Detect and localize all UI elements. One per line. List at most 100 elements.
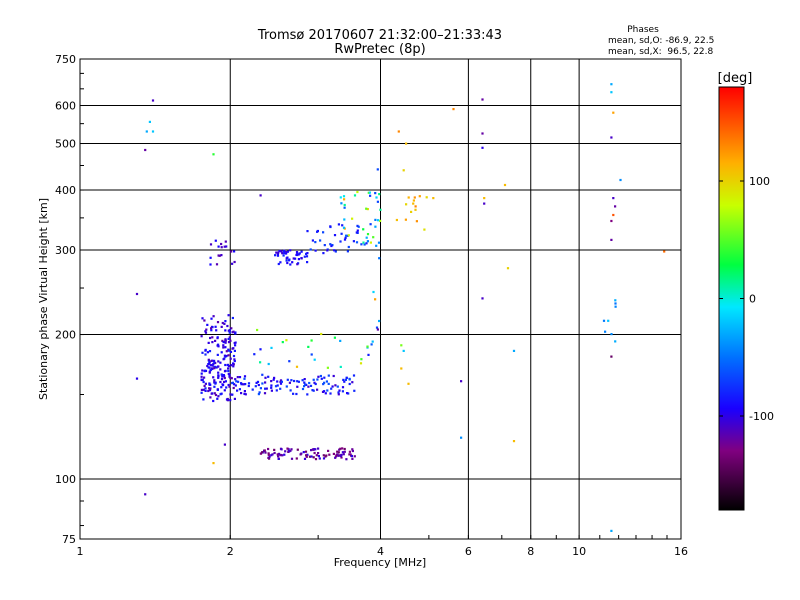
data-point bbox=[355, 231, 358, 234]
data-point bbox=[423, 228, 426, 231]
data-point bbox=[345, 376, 348, 379]
grid-lines bbox=[80, 59, 681, 539]
data-point bbox=[201, 351, 204, 354]
data-point bbox=[332, 374, 335, 378]
x-tick-label: 1 bbox=[77, 545, 84, 558]
data-point bbox=[346, 234, 349, 237]
data-point bbox=[349, 453, 352, 456]
data-point bbox=[356, 224, 359, 227]
data-point bbox=[223, 375, 226, 378]
data-point bbox=[229, 399, 232, 402]
data-point bbox=[297, 258, 300, 261]
data-point bbox=[331, 385, 334, 388]
data-point bbox=[215, 263, 219, 266]
data-point bbox=[368, 191, 371, 194]
data-point bbox=[323, 381, 326, 384]
colorbar-tick-label: 100 bbox=[749, 175, 770, 188]
data-point bbox=[232, 330, 235, 333]
data-point bbox=[227, 367, 230, 370]
data-point bbox=[352, 374, 356, 377]
data-point bbox=[334, 384, 337, 387]
data-point bbox=[236, 389, 239, 392]
data-point bbox=[404, 218, 407, 221]
data-point bbox=[339, 240, 342, 243]
data-point bbox=[233, 383, 236, 386]
data-point bbox=[322, 383, 325, 386]
data-point bbox=[602, 319, 606, 322]
data-point bbox=[220, 386, 223, 389]
colorbar-tick-label: 0 bbox=[749, 293, 756, 306]
data-point bbox=[277, 455, 280, 458]
data-point bbox=[279, 261, 282, 264]
data-point bbox=[353, 389, 356, 392]
data-point bbox=[243, 377, 246, 380]
data-point bbox=[264, 376, 267, 379]
data-point bbox=[244, 393, 247, 396]
y-tick-label: 400 bbox=[55, 184, 76, 197]
data-point bbox=[333, 336, 336, 339]
data-point bbox=[337, 223, 340, 226]
data-point bbox=[315, 454, 318, 457]
data-point bbox=[202, 380, 205, 384]
data-point bbox=[314, 249, 317, 252]
data-point bbox=[223, 377, 226, 380]
data-point bbox=[206, 351, 209, 354]
data-point bbox=[400, 367, 403, 370]
data-point bbox=[230, 364, 233, 367]
data-point bbox=[337, 451, 340, 454]
data-point bbox=[291, 261, 294, 264]
data-point bbox=[216, 388, 219, 391]
data-point bbox=[378, 319, 381, 323]
data-point bbox=[332, 452, 335, 455]
data-point bbox=[405, 142, 408, 145]
data-point bbox=[296, 448, 299, 451]
data-point bbox=[270, 346, 273, 349]
data-point bbox=[217, 395, 220, 398]
data-point bbox=[378, 257, 381, 260]
data-point bbox=[288, 450, 291, 453]
x-tick-label: 16 bbox=[674, 545, 688, 558]
data-point bbox=[254, 385, 257, 388]
data-point bbox=[215, 366, 218, 369]
data-point bbox=[305, 454, 308, 457]
y-tick-label: 300 bbox=[55, 244, 76, 257]
data-point bbox=[200, 388, 203, 391]
data-point bbox=[217, 245, 220, 248]
data-point bbox=[303, 385, 306, 388]
data-point bbox=[418, 195, 421, 198]
data-point bbox=[210, 359, 213, 363]
data-point bbox=[228, 331, 231, 334]
data-point bbox=[221, 321, 224, 325]
data-point bbox=[226, 324, 229, 328]
data-point bbox=[353, 194, 357, 197]
data-point bbox=[343, 198, 346, 201]
data-point bbox=[224, 341, 227, 344]
data-point bbox=[216, 397, 219, 400]
data-point bbox=[301, 379, 304, 382]
data-point bbox=[336, 385, 339, 388]
x-tick-label: 10 bbox=[572, 545, 586, 558]
data-point bbox=[342, 195, 346, 198]
data-point bbox=[205, 328, 208, 331]
data-point bbox=[222, 346, 225, 349]
data-point bbox=[356, 229, 359, 232]
data-point bbox=[610, 83, 613, 86]
data-point bbox=[612, 111, 615, 114]
data-point bbox=[264, 381, 267, 384]
data-point bbox=[372, 290, 375, 294]
data-point bbox=[204, 387, 207, 390]
data-point bbox=[347, 234, 350, 237]
data-point bbox=[325, 454, 328, 457]
data-point bbox=[326, 249, 329, 252]
data-point bbox=[410, 210, 413, 213]
data-point bbox=[223, 370, 227, 373]
data-point bbox=[210, 329, 213, 332]
data-point bbox=[225, 350, 228, 353]
data-point bbox=[223, 380, 226, 384]
colorbar-ticks: 100 0 -100 bbox=[719, 175, 774, 423]
data-point bbox=[208, 362, 211, 365]
data-point bbox=[334, 455, 338, 458]
data-point bbox=[204, 353, 207, 356]
data-point bbox=[612, 213, 615, 217]
data-point bbox=[233, 397, 236, 400]
